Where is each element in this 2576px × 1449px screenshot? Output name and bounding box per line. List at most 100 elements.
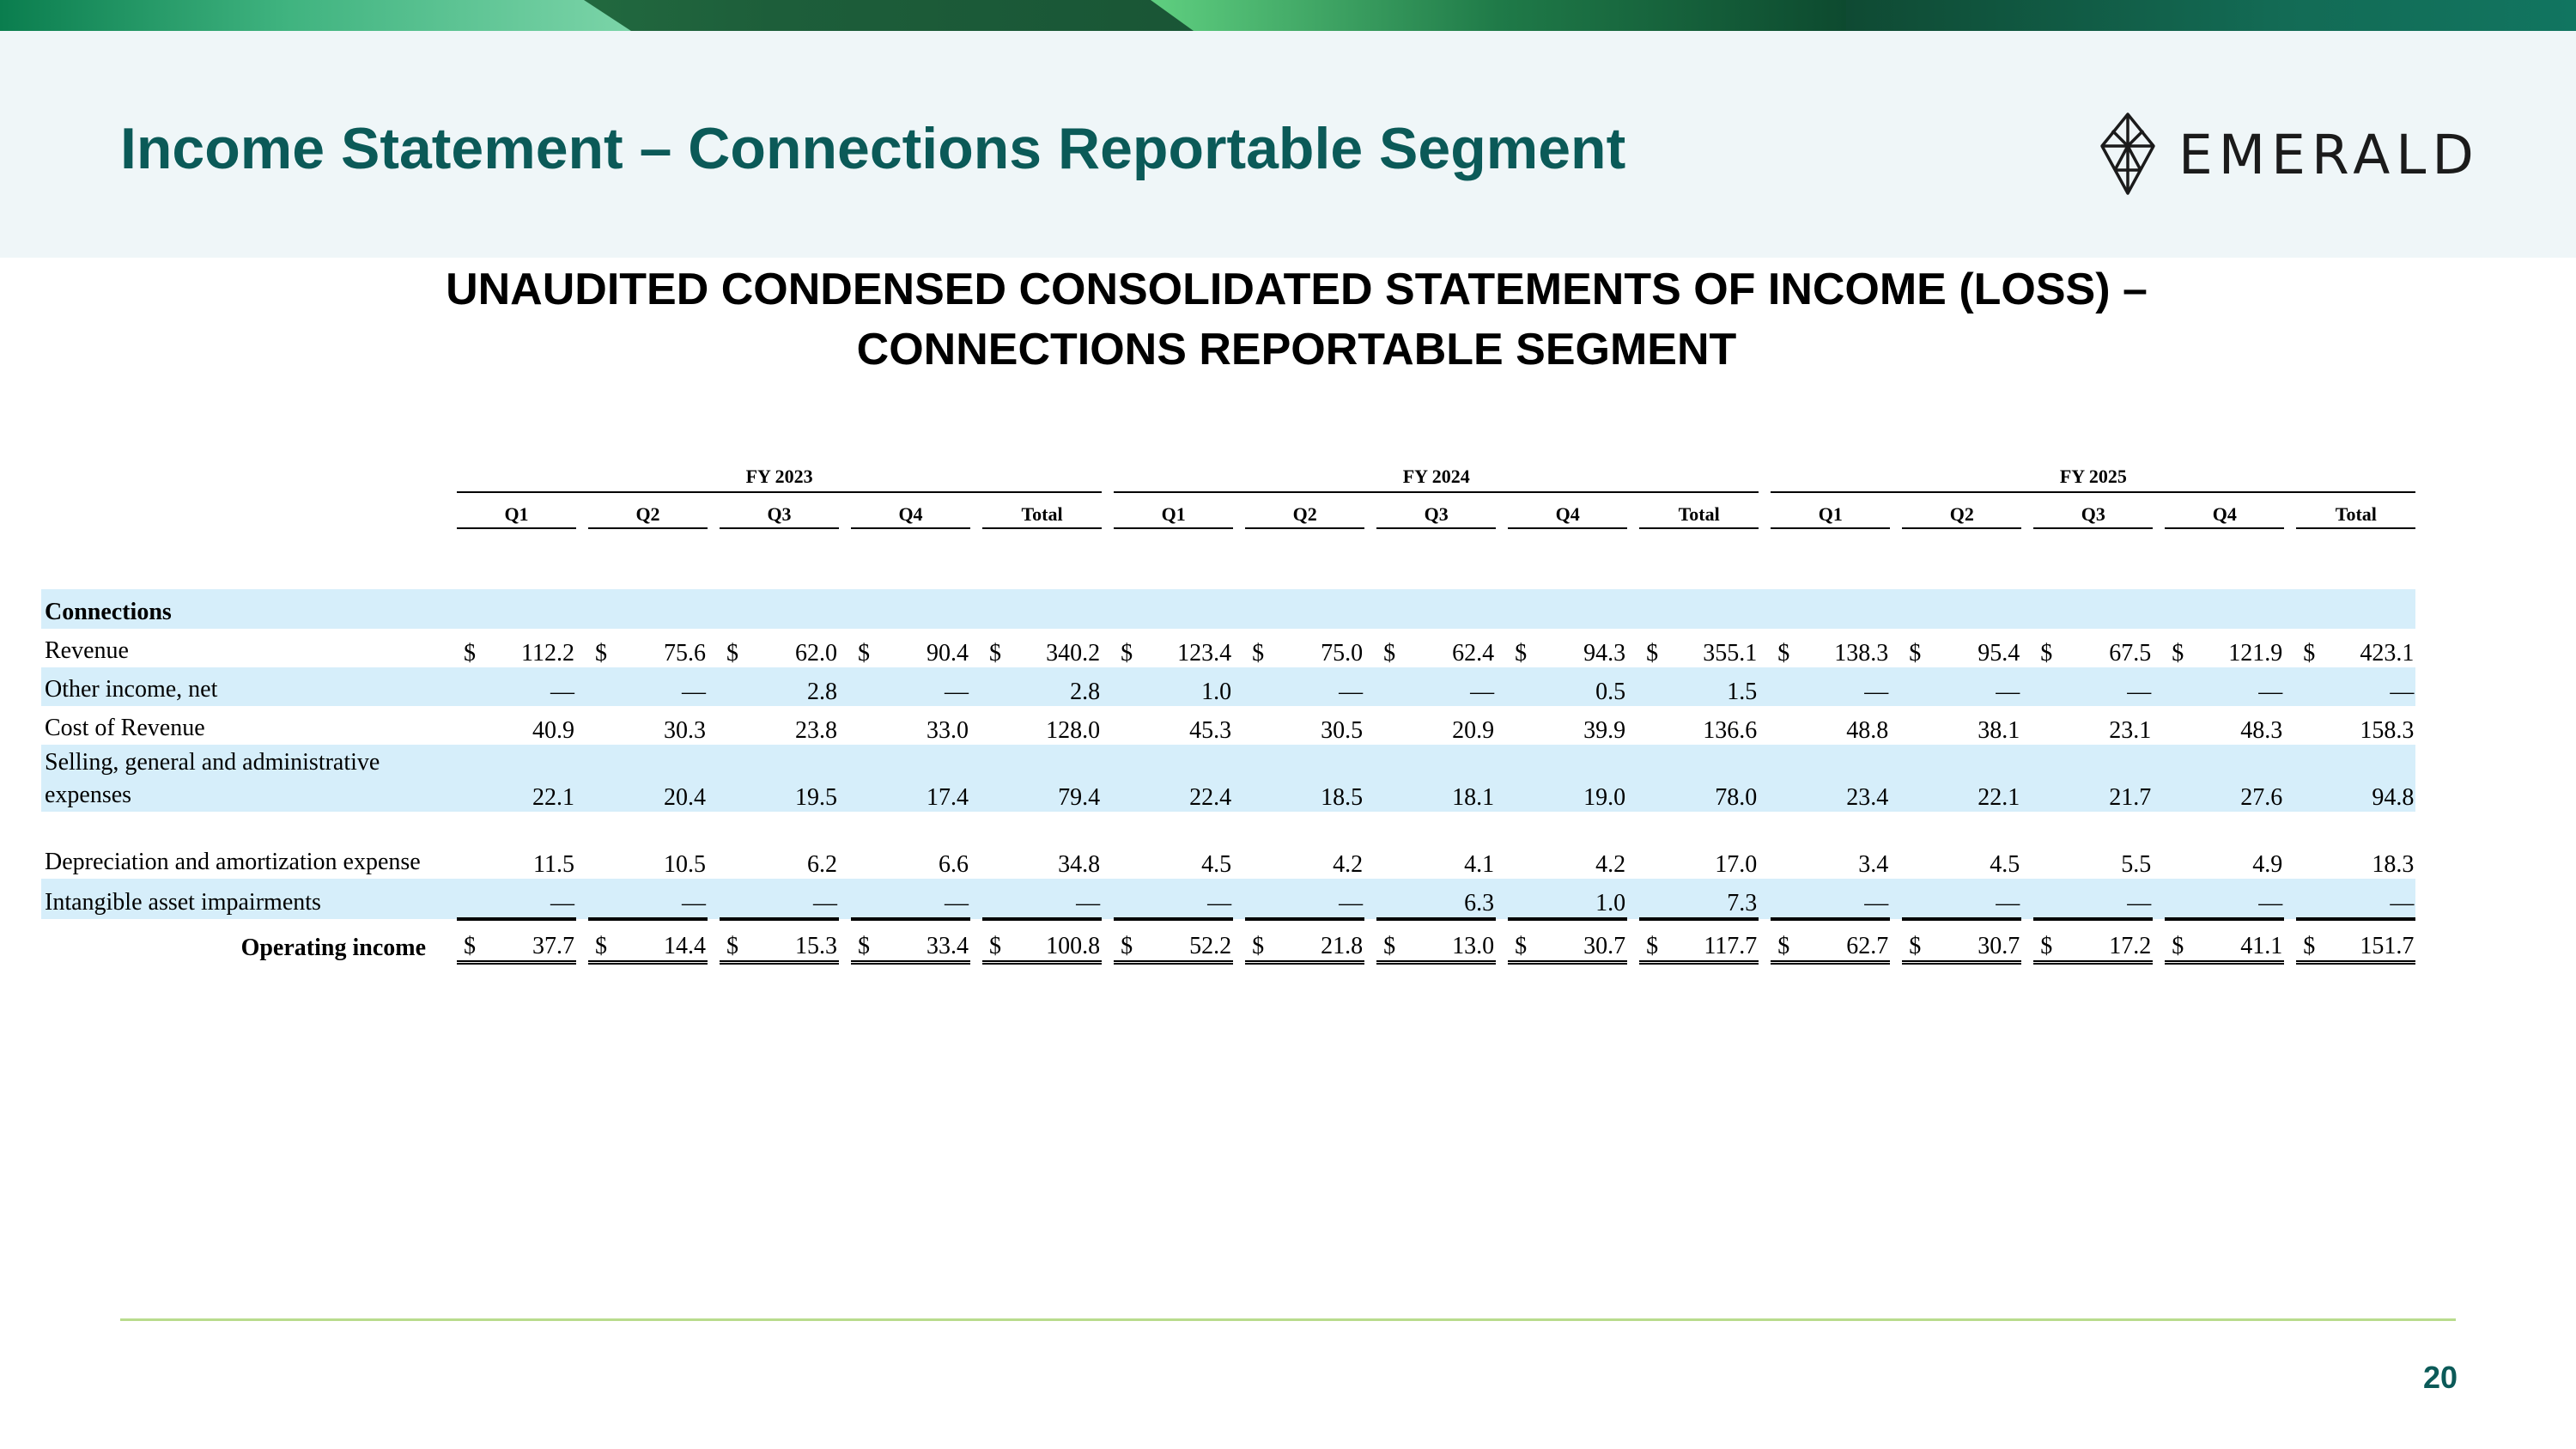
column-spacer [1364, 879, 1377, 919]
value-cell: 79.4 [1008, 745, 1103, 812]
value-cell: 355.1 [1703, 640, 1758, 667]
column-spacer [708, 745, 720, 812]
column-spacer [2284, 919, 2296, 965]
column-spacer [1102, 879, 1115, 919]
currency-blank [720, 667, 745, 706]
value-cell: 340.2 [1046, 640, 1101, 667]
column-spacer [445, 919, 457, 965]
value-cell: 151.7 [2322, 919, 2416, 965]
section-label: Connections [41, 589, 2416, 629]
value-cell: 22.4 [1139, 745, 1234, 812]
value-cell: 20.4 [614, 745, 708, 812]
value-cell: 158.3 [2360, 717, 2415, 744]
column-spacer [1627, 919, 1639, 965]
column-spacer [970, 879, 982, 919]
period-header: Q3 [2033, 493, 2154, 529]
currency-blank [1771, 706, 1796, 745]
value-cell: 38.1 [1978, 717, 2020, 744]
column-spacer [1102, 667, 1115, 706]
column-spacer [445, 629, 457, 667]
currency-blank [2165, 706, 2190, 745]
currency-blank [2296, 706, 2322, 745]
currency-blank [1902, 706, 1928, 745]
period-header: Total [982, 493, 1103, 529]
value-cell: 95.4 [1978, 640, 2020, 667]
currency-blank [1376, 745, 1403, 812]
currency-symbol: $ [2296, 919, 2323, 965]
currency-symbol: $ [851, 919, 877, 965]
value-cell: 112.2 [521, 640, 574, 667]
currency-symbol: $ [858, 640, 870, 667]
value-cell: 0.5 [1534, 667, 1628, 706]
value-cell: 23.1 [2109, 717, 2152, 744]
value-cell: 100.8 [1008, 919, 1103, 965]
column-spacer [839, 706, 851, 745]
column-spacer [1496, 629, 1508, 667]
value-cell: 21.7 [2059, 745, 2154, 812]
currency-blank [1508, 667, 1534, 706]
currency-blank [1114, 812, 1139, 879]
column-spacer [1364, 493, 1376, 529]
column-spacer [1759, 629, 1771, 667]
currency-symbol: $ [1508, 919, 1534, 965]
column-spacer [839, 629, 851, 667]
column-spacer [2153, 745, 2166, 812]
value-cell: 75.0 [1321, 640, 1364, 667]
column-spacer [1496, 667, 1509, 706]
value-cell: 62.7 [1796, 919, 1891, 965]
top-band-graphic [0, 0, 2576, 31]
currency-blank [1639, 706, 1665, 745]
column-spacer [1890, 745, 1903, 812]
column-spacer [1890, 493, 1902, 529]
column-spacer [2153, 706, 2165, 745]
income-statement-table: FY 2023 FY 2024 FY 2025 Q1 Q2 Q3 Q4 Total Q1 Q2 Q3… [41, 455, 2416, 965]
value-cell: — [1402, 667, 1497, 706]
column-spacer [2021, 629, 2033, 667]
value-cell: — [1139, 879, 1234, 919]
column-spacer [1233, 919, 1245, 965]
value-cell: 18.3 [2372, 851, 2415, 878]
currency-blank [1376, 706, 1402, 745]
currency-symbol: $ [1646, 640, 1659, 667]
value-cell: 17.2 [2059, 919, 2154, 965]
table-row: Depreciation and amortization expense 11.… [41, 812, 2415, 879]
currency-blank [2033, 879, 2060, 919]
currency-symbol: $ [2165, 919, 2191, 965]
column-spacer [1496, 919, 1508, 965]
currency-symbol: $ [720, 919, 745, 965]
column-spacer [839, 667, 851, 706]
value-cell: — [2059, 667, 2154, 706]
emerald-gem-icon [2100, 113, 2155, 195]
column-spacer [2153, 812, 2165, 879]
column-spacer [1233, 706, 1245, 745]
column-spacer [1890, 629, 1902, 667]
table-row: Other income, net — — 2.8 — 2.8 1.0 — — 0.5 1.5 — — —… [41, 667, 2416, 706]
column-spacer [576, 493, 588, 529]
period-header-row: Q1 Q2 Q3 Q4 Total Q1 Q2 Q3 Q4 Total Q1 Q2 Q3 Q4 Total [41, 493, 2416, 529]
currency-symbol: $ [1121, 640, 1133, 667]
row-label: Operating income [240, 935, 426, 961]
value-cell: 52.2 [1139, 919, 1234, 965]
column-spacer [445, 667, 457, 706]
value-cell: 4.5 [1990, 851, 2020, 878]
column-spacer [2153, 919, 2165, 965]
currency-blank [1771, 667, 1797, 706]
column-spacer [839, 745, 851, 812]
currency-blank [982, 667, 1008, 706]
value-cell: — [483, 879, 576, 919]
value-cell: — [1008, 879, 1103, 919]
period-header: Q1 [1771, 493, 1891, 529]
value-cell: — [2190, 667, 2285, 706]
value-cell: 78.0 [1665, 745, 1759, 812]
column-spacer [708, 667, 720, 706]
value-cell: 75.6 [664, 640, 706, 667]
column-spacer [708, 706, 720, 745]
currency-blank [2296, 879, 2323, 919]
currency-blank [1114, 667, 1140, 706]
currency-blank [982, 879, 1008, 919]
column-spacer [576, 812, 588, 879]
column-spacer [576, 879, 588, 919]
column-spacer [1759, 667, 1771, 706]
slide-title: Income Statement – Connections Reportabl… [120, 116, 1626, 181]
currency-blank [1902, 812, 1928, 879]
